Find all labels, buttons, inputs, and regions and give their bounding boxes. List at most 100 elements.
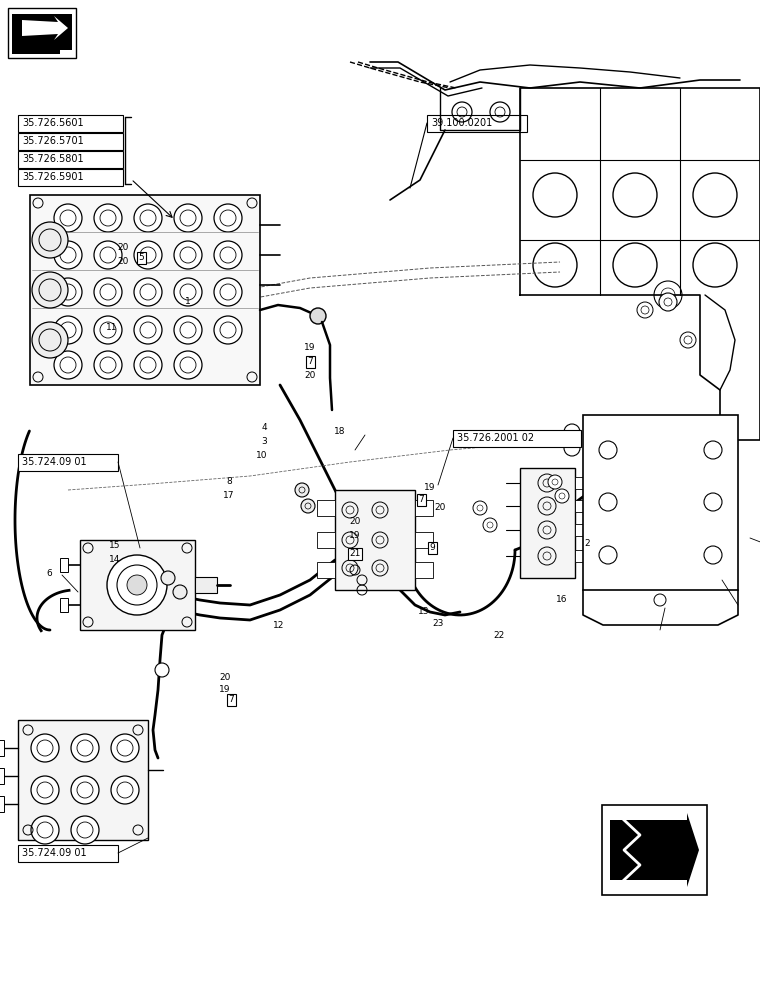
Circle shape <box>301 499 315 513</box>
Bar <box>18 454 118 471</box>
Circle shape <box>31 734 59 762</box>
Text: 20: 20 <box>117 242 128 251</box>
Circle shape <box>31 776 59 804</box>
Text: 8: 8 <box>226 478 232 487</box>
Circle shape <box>214 316 242 344</box>
Circle shape <box>134 278 162 306</box>
Circle shape <box>564 424 580 440</box>
Circle shape <box>71 776 99 804</box>
Text: 19: 19 <box>304 344 315 353</box>
Circle shape <box>555 489 569 503</box>
Polygon shape <box>22 16 68 40</box>
Bar <box>602 805 707 895</box>
Text: 35.726.5601: 35.726.5601 <box>22 118 84 128</box>
Text: 13: 13 <box>418 607 429 616</box>
Circle shape <box>483 518 497 532</box>
Circle shape <box>220 284 236 300</box>
Text: 5: 5 <box>138 253 144 262</box>
Circle shape <box>94 316 122 344</box>
Text: 20: 20 <box>220 672 231 682</box>
Circle shape <box>659 293 677 311</box>
Circle shape <box>174 351 202 379</box>
Circle shape <box>54 204 82 232</box>
Circle shape <box>220 322 236 338</box>
Bar <box>0 740 4 756</box>
Circle shape <box>94 241 122 269</box>
Circle shape <box>32 272 68 308</box>
Bar <box>415 562 433 578</box>
FancyBboxPatch shape <box>8 8 76 58</box>
Circle shape <box>180 284 196 300</box>
Circle shape <box>100 322 116 338</box>
Bar <box>18 133 123 150</box>
Circle shape <box>140 322 156 338</box>
Circle shape <box>295 483 309 497</box>
Text: 7: 7 <box>418 495 424 504</box>
Bar <box>80 540 195 630</box>
Text: 22: 22 <box>493 631 505 640</box>
Text: 2: 2 <box>584 538 590 548</box>
Circle shape <box>548 475 562 489</box>
Text: 18: 18 <box>334 428 346 436</box>
Circle shape <box>54 316 82 344</box>
Circle shape <box>94 204 122 232</box>
Circle shape <box>94 351 122 379</box>
Bar <box>575 477 587 489</box>
Circle shape <box>60 210 76 226</box>
Circle shape <box>220 247 236 263</box>
Circle shape <box>100 247 116 263</box>
Text: 20: 20 <box>434 504 445 512</box>
Circle shape <box>31 816 59 844</box>
Circle shape <box>71 816 99 844</box>
Circle shape <box>174 278 202 306</box>
Text: 19: 19 <box>219 686 231 694</box>
Text: 20: 20 <box>117 257 128 266</box>
Text: 12: 12 <box>274 620 285 630</box>
Bar <box>30 195 260 385</box>
Text: 11: 11 <box>106 322 118 332</box>
Circle shape <box>180 322 196 338</box>
Bar <box>575 524 587 536</box>
Polygon shape <box>610 813 699 887</box>
Bar <box>18 169 123 186</box>
Bar <box>18 720 148 840</box>
Bar <box>60 598 68 612</box>
Text: 20: 20 <box>350 516 361 526</box>
Circle shape <box>100 284 116 300</box>
Circle shape <box>134 316 162 344</box>
Bar <box>0 796 4 812</box>
Circle shape <box>60 357 76 373</box>
Circle shape <box>173 585 187 599</box>
Text: 14: 14 <box>109 556 121 564</box>
Text: 35.726.5801: 35.726.5801 <box>22 154 84 164</box>
Text: 3: 3 <box>261 436 267 446</box>
Circle shape <box>134 204 162 232</box>
Bar <box>453 430 581 447</box>
Bar <box>575 550 587 562</box>
Bar <box>427 115 527 132</box>
Bar <box>18 151 123 168</box>
Circle shape <box>60 284 76 300</box>
Bar <box>317 500 335 516</box>
Bar <box>0 768 4 784</box>
Circle shape <box>134 241 162 269</box>
Circle shape <box>140 247 156 263</box>
Bar <box>583 415 738 590</box>
Circle shape <box>174 204 202 232</box>
Text: 35.724.09 01: 35.724.09 01 <box>22 457 87 467</box>
Circle shape <box>180 210 196 226</box>
Bar <box>575 500 587 512</box>
Text: 35.726.5701: 35.726.5701 <box>22 136 84 146</box>
Text: 35.726.5901: 35.726.5901 <box>22 172 84 182</box>
Circle shape <box>214 278 242 306</box>
Bar <box>317 562 335 578</box>
Bar <box>415 500 433 516</box>
Text: 4: 4 <box>261 422 267 432</box>
Circle shape <box>94 278 122 306</box>
Bar <box>18 845 118 862</box>
Circle shape <box>564 440 580 456</box>
Circle shape <box>155 663 169 677</box>
Circle shape <box>161 571 175 585</box>
Bar <box>335 490 415 590</box>
Text: 15: 15 <box>109 542 121 550</box>
